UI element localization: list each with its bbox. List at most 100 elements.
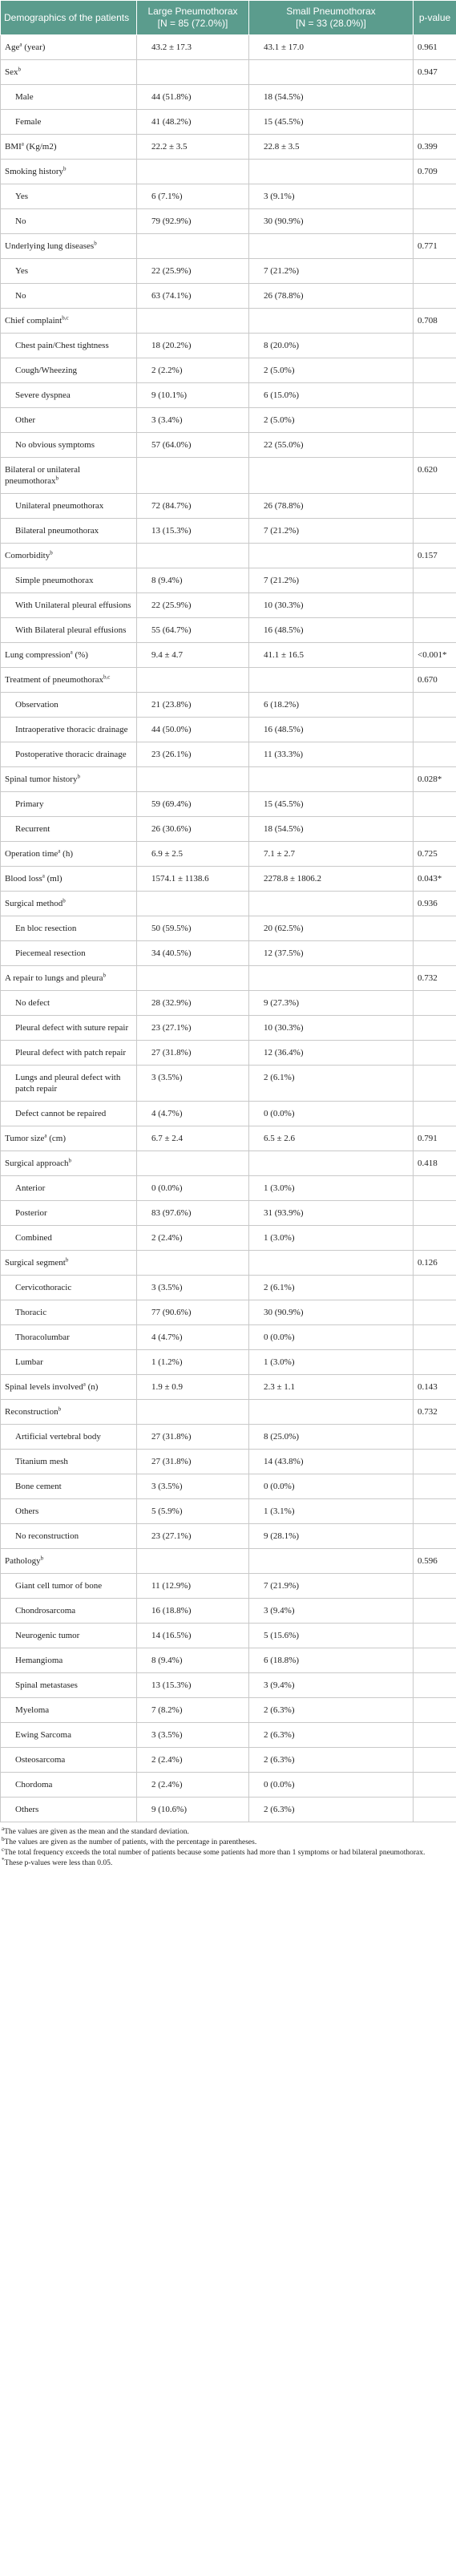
table-row: No defect 28 (32.9%) 9 (27.3%) — [0, 990, 456, 1016]
header-text: Small Pneumothorax — [286, 6, 376, 17]
cell-text: 4 (4.7%) — [151, 1332, 183, 1342]
cell-text: 3 (3.5%) — [151, 1073, 183, 1082]
table-row: Chordoma 2 (2.4%) 0 (0.0%) — [0, 1772, 456, 1798]
row-label: Lung compressiona (%) — [0, 642, 137, 668]
p-value-cell: 0.596 — [413, 1548, 456, 1574]
row-label: No — [0, 208, 137, 234]
p-value-cell — [413, 1015, 456, 1041]
label-sup: a — [44, 1132, 47, 1139]
cell-text: 2 (6.3%) — [264, 1805, 295, 1814]
value-cell — [136, 667, 249, 693]
label-text: No reconstruction — [15, 1531, 79, 1541]
cell-text: 3 (3.5%) — [151, 1283, 183, 1292]
value-cell: 16 (18.8%) — [136, 1598, 249, 1624]
label-text: Sex — [5, 67, 18, 77]
cell-text: 26 (78.8%) — [264, 291, 304, 301]
cell-text: 0 (0.0%) — [264, 1482, 295, 1491]
table-row: Spinal levels involveda (n) 1.9 ± 0.9 2.3 … — [0, 1374, 456, 1400]
p-value-cell — [413, 407, 456, 433]
value-cell: 6 (15.0%) — [248, 382, 414, 408]
row-label: Recurrent — [0, 816, 137, 842]
cell-text: 26 (30.6%) — [151, 824, 192, 834]
cell-text: 0.418 — [418, 1159, 438, 1168]
value-cell: 15 (45.5%) — [248, 791, 414, 817]
cell-text: 5 (15.6%) — [264, 1631, 299, 1640]
value-cell: 2 (2.4%) — [136, 1225, 249, 1251]
value-cell — [248, 308, 414, 334]
value-cell: 6 (7.1%) — [136, 184, 249, 209]
p-value-cell — [413, 1474, 456, 1499]
footnote-mark: c — [2, 1846, 5, 1853]
footnote-mark: a — [2, 1825, 5, 1832]
row-label: Thoracic — [0, 1300, 137, 1325]
p-value-cell: 0.961 — [413, 34, 456, 60]
table-header: Demographics of the patients Large Pneum… — [0, 0, 456, 35]
table-row: Severe dyspnea 9 (10.1%) 6 (15.0%) — [0, 382, 456, 408]
value-cell — [136, 1548, 249, 1574]
table-row: Chief complaintb,c 0.708 — [0, 308, 456, 334]
footnote-text: These p-values were less than 0.05. — [4, 1859, 113, 1867]
p-value-cell — [413, 742, 456, 767]
cell-text: 0 (0.0%) — [264, 1109, 295, 1118]
value-cell: 7 (21.2%) — [248, 258, 414, 284]
label-unit: (%) — [75, 650, 88, 660]
value-cell: 7 (21.2%) — [248, 518, 414, 544]
value-cell — [136, 308, 249, 334]
row-label: Reconstructionb — [0, 1399, 137, 1425]
value-cell: 6 (18.8%) — [248, 1648, 414, 1673]
value-cell — [248, 667, 414, 693]
cell-text: 22 (55.0%) — [264, 440, 304, 450]
row-label: Agea (year) — [0, 34, 137, 60]
row-label: Severe dyspnea — [0, 382, 137, 408]
value-cell: 18 (20.2%) — [136, 333, 249, 358]
value-cell: 63 (74.1%) — [136, 283, 249, 309]
cell-text: 55 (64.7%) — [151, 625, 192, 635]
table-row: Bilateral or unilateral pneumothoraxb 0.6… — [0, 457, 456, 494]
label-text: Primary — [15, 799, 44, 809]
table-row: Blood lossa (ml) 1574.1 ± 1138.6 2278.8 ± … — [0, 866, 456, 892]
row-label: Posterior — [0, 1200, 137, 1226]
row-label: No defect — [0, 990, 137, 1016]
table-row: Agea (year) 43.2 ± 17.3 43.1 ± 17.0 0.961 — [0, 34, 456, 60]
footnote: *These p-values were less than 0.05. — [2, 1857, 454, 1868]
value-cell: 3 (9.4%) — [248, 1598, 414, 1624]
value-cell: 3 (9.1%) — [248, 184, 414, 209]
p-value-cell — [413, 990, 456, 1016]
table-row: Unilateral pneumothorax 72 (84.7%) 26 (78.… — [0, 493, 456, 519]
label-text: With Bilateral pleural effusions — [15, 625, 127, 635]
p-value-cell — [413, 109, 456, 135]
cell-text: 41.1 ± 16.5 — [264, 650, 305, 660]
p-value-cell — [413, 493, 456, 519]
cell-text: 10 (30.3%) — [264, 1023, 304, 1033]
table-row: Thoracolumbar 4 (4.7%) 0 (0.0%) — [0, 1324, 456, 1350]
table-row: Yes 6 (7.1%) 3 (9.1%) — [0, 184, 456, 209]
cell-text: 11 (12.9%) — [151, 1581, 192, 1591]
cell-text: 0.399 — [418, 142, 438, 152]
value-cell — [248, 159, 414, 184]
label-text: Male — [15, 92, 34, 102]
table-row: En bloc resection 50 (59.5%) 20 (62.5%) — [0, 916, 456, 941]
cell-text: 6 (7.1%) — [151, 192, 183, 201]
cell-text: 13 (15.3%) — [151, 1680, 192, 1690]
value-cell: 2 (6.3%) — [248, 1747, 414, 1773]
label-sup: a — [19, 41, 22, 48]
row-label: Operation timea (h) — [0, 841, 137, 867]
value-cell: 1 (3.1%) — [248, 1498, 414, 1524]
cell-text: 44 (50.0%) — [151, 725, 192, 734]
label-text: Defect cannot be repaired — [15, 1109, 107, 1118]
table-row: Smoking historyb 0.709 — [0, 159, 456, 184]
value-cell — [248, 1399, 414, 1425]
cell-text: 0.791 — [418, 1134, 438, 1143]
value-cell: 7.1 ± 2.7 — [248, 841, 414, 867]
value-cell: 10 (30.3%) — [248, 592, 414, 618]
value-cell: 1 (3.0%) — [248, 1349, 414, 1375]
cell-text: 2 (6.3%) — [264, 1730, 295, 1740]
label-text: Observation — [15, 700, 59, 710]
table-row: With Unilateral pleural effusions 22 (25.… — [0, 592, 456, 618]
cell-text: 14 (43.8%) — [264, 1457, 304, 1466]
table-row: Pathologyb 0.596 — [0, 1548, 456, 1574]
table-row: Surgical segmentb 0.126 — [0, 1250, 456, 1276]
row-label: Treatment of pneumothoraxb,c — [0, 667, 137, 693]
table-row: Reconstructionb 0.732 — [0, 1399, 456, 1425]
label-sup: b — [103, 972, 107, 979]
